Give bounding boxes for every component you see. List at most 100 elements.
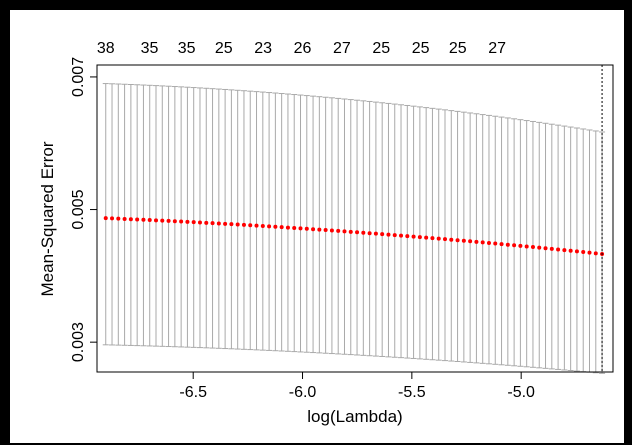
top-axis-count-label: 38 — [97, 40, 115, 57]
mse-point — [160, 218, 165, 223]
plot-box — [96, 64, 614, 373]
y-axis-label: Mean-Squared Error — [38, 141, 57, 296]
top-axis-count-label: 35 — [178, 40, 196, 57]
top-axis-count-label: 27 — [333, 40, 351, 57]
mse-point — [549, 246, 554, 251]
mse-point — [386, 232, 391, 237]
x-tick-label: -6.0 — [289, 384, 317, 401]
mse-point — [128, 217, 133, 222]
error-bars — [102, 83, 606, 374]
top-axis-counts: 38 35 35 25 23 26 27 25 25 25 27 — [97, 40, 506, 57]
mse-point — [147, 218, 152, 223]
top-axis-count-label: 35 — [141, 40, 159, 57]
mse-point — [449, 237, 454, 242]
mse-point — [336, 228, 341, 233]
mse-point — [417, 235, 422, 240]
top-axis-count-label: 25 — [372, 40, 390, 57]
mse-point — [292, 225, 297, 230]
mse-point — [499, 242, 504, 247]
mse-point — [581, 250, 586, 255]
x-axis: -6.5 -6.0 -5.5 -5.0 — [179, 372, 535, 401]
mse-point — [223, 221, 228, 226]
mse-point — [122, 216, 127, 221]
mse-point — [179, 219, 184, 224]
mse-point — [399, 233, 404, 238]
mse-point — [141, 217, 146, 222]
mse-point — [279, 225, 284, 230]
mse-point — [474, 239, 479, 244]
mse-point — [166, 218, 171, 223]
mse-point — [229, 222, 234, 227]
mse-point — [323, 228, 328, 233]
x-axis-label: log(Lambda) — [307, 407, 402, 426]
mse-point — [562, 248, 567, 253]
mse-point — [311, 227, 316, 232]
top-axis-count-label: 25 — [215, 40, 233, 57]
mse-point — [568, 248, 573, 253]
mse-point — [405, 234, 410, 239]
mse-point — [392, 233, 397, 238]
mse-point — [537, 245, 542, 250]
mse-point — [235, 222, 240, 227]
mse-points — [103, 216, 605, 256]
mse-point — [116, 216, 121, 221]
mse-point — [241, 222, 246, 227]
mse-point — [135, 217, 140, 222]
mse-point — [380, 232, 385, 237]
mse-point — [329, 228, 334, 233]
mse-point — [267, 224, 272, 229]
mse-point — [304, 226, 309, 231]
mse-point — [216, 221, 221, 226]
mse-point — [461, 238, 466, 243]
mse-point — [436, 236, 441, 241]
x-tick-label: -6.5 — [179, 384, 207, 401]
mse-point — [197, 220, 202, 225]
mse-point — [587, 250, 592, 255]
top-axis-count-label: 26 — [294, 40, 312, 57]
mse-point — [505, 242, 510, 247]
mse-point — [210, 221, 215, 226]
mse-point — [367, 231, 372, 236]
mse-point — [443, 237, 448, 242]
mse-point — [172, 219, 177, 224]
mse-point — [204, 220, 209, 225]
x-tick-label: -5.0 — [507, 384, 535, 401]
mse-point — [493, 241, 498, 246]
mse-point — [317, 227, 322, 232]
mse-point — [593, 251, 598, 256]
mse-point — [154, 218, 159, 223]
mse-point — [355, 230, 360, 235]
x-tick-label: -5.5 — [398, 384, 426, 401]
mse-point — [411, 234, 416, 239]
mse-point — [543, 246, 548, 251]
mse-point — [556, 247, 561, 252]
mse-point — [191, 220, 196, 225]
mse-point — [430, 236, 435, 241]
mse-point — [248, 223, 253, 228]
mse-point — [524, 244, 529, 249]
mse-point — [298, 226, 303, 231]
mse-point — [348, 229, 353, 234]
mse-point — [373, 231, 378, 236]
mse-point — [260, 224, 265, 229]
y-axis: 0.003 0.005 0.007 — [70, 57, 97, 362]
top-axis-count-label: 25 — [412, 40, 430, 57]
mse-point — [518, 243, 523, 248]
top-axis-count-label: 23 — [254, 40, 272, 57]
mse-point — [110, 216, 115, 221]
mse-point — [103, 216, 108, 221]
mse-point — [512, 243, 517, 248]
mse-point — [468, 239, 473, 244]
mse-point — [455, 238, 460, 243]
mse-point — [530, 245, 535, 250]
mse-point — [185, 219, 190, 224]
top-axis-count-label: 25 — [449, 40, 467, 57]
y-tick-label: 0.005 — [70, 189, 87, 229]
mse-point — [361, 230, 366, 235]
mse-point — [254, 223, 259, 228]
mse-point — [486, 240, 491, 245]
mse-point — [574, 249, 579, 254]
y-tick-label: 0.007 — [70, 57, 87, 97]
mse-point — [424, 235, 429, 240]
